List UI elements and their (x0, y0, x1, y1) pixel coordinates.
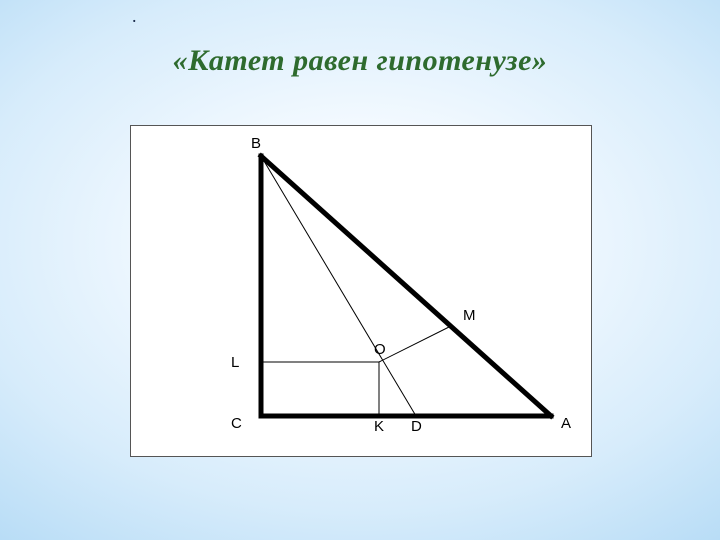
edge-B-D (261, 156, 416, 416)
point-label-C: C (231, 415, 242, 432)
top-dot: . (132, 6, 137, 27)
point-label-B: B (251, 135, 261, 152)
geometry-svg: B C A L K D O M (131, 126, 591, 456)
point-label-A: A (561, 415, 571, 432)
point-label-M: M (463, 307, 476, 324)
geometry-figure: B C A L K D O M (130, 125, 592, 457)
slide-title: «Катет равен гипотенузе» (0, 44, 720, 78)
edge-A-B (261, 156, 551, 416)
point-label-O: O (374, 341, 386, 358)
point-label-L: L (231, 354, 239, 371)
edge-O-M (379, 326, 451, 362)
slide: . «Катет равен гипотенузе» B C A L K D O M (0, 0, 720, 540)
point-label-D: D (411, 418, 422, 435)
point-label-K: K (374, 418, 384, 435)
